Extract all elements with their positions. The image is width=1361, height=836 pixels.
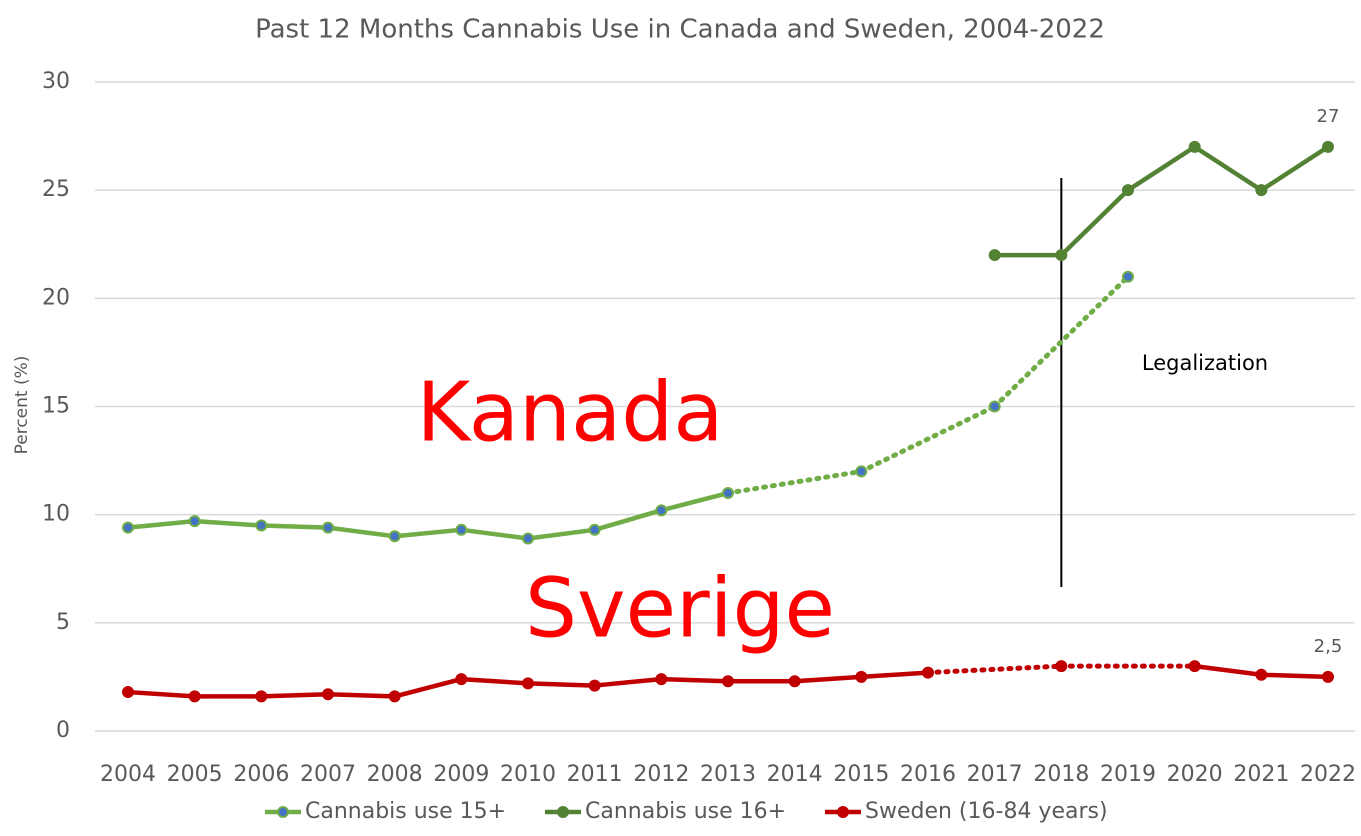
x-tick-label: 2013 bbox=[700, 762, 756, 787]
gap-bridge bbox=[725, 468, 864, 496]
data-point bbox=[388, 530, 401, 543]
x-tick-label: 2014 bbox=[767, 762, 823, 787]
legend-label: Sweden (16-84 years) bbox=[865, 799, 1108, 824]
x-tick-label: 2017 bbox=[967, 762, 1023, 787]
data-point bbox=[588, 523, 601, 536]
data-point bbox=[522, 677, 534, 690]
legend-label: Cannabis use 15+ bbox=[305, 799, 506, 824]
x-tick-label: 2021 bbox=[1233, 762, 1289, 787]
x-tick-label: 2005 bbox=[167, 762, 223, 787]
data-point bbox=[855, 670, 868, 683]
data-point bbox=[255, 690, 268, 703]
data-point bbox=[255, 519, 268, 532]
chart-title: Past 12 Months Cannabis Use in Canada an… bbox=[255, 15, 1105, 45]
data-point bbox=[522, 532, 534, 545]
data-point bbox=[322, 688, 334, 701]
x-tick-label: 2022 bbox=[1300, 762, 1356, 787]
gap-bridge bbox=[925, 663, 1064, 676]
x-tick-label: 2015 bbox=[833, 762, 889, 787]
data-point bbox=[1055, 249, 1068, 262]
data-point bbox=[122, 521, 134, 534]
data-point bbox=[722, 675, 734, 688]
data-point bbox=[322, 521, 334, 534]
gap-bridge bbox=[992, 274, 1131, 409]
data-point bbox=[188, 515, 201, 528]
data-point bbox=[1322, 140, 1334, 153]
data-point bbox=[1122, 270, 1134, 283]
data-point bbox=[188, 690, 201, 703]
x-tick-label: 2012 bbox=[633, 762, 689, 787]
overlay-text: Sverige bbox=[525, 561, 835, 656]
y-tick-label: 0 bbox=[56, 718, 70, 743]
data-label: 2,5 bbox=[1314, 636, 1343, 657]
x-tick-label: 2019 bbox=[1100, 762, 1156, 787]
data-point bbox=[1255, 184, 1268, 197]
x-tick-label: 2007 bbox=[300, 762, 356, 787]
data-point bbox=[655, 673, 668, 686]
y-axis-label: Percent (%) bbox=[12, 356, 32, 455]
x-tick-label: 2004 bbox=[100, 762, 156, 787]
data-label: 27 bbox=[1317, 106, 1340, 127]
legalization-label: Legalization bbox=[1142, 351, 1268, 375]
y-tick-label: 25 bbox=[42, 177, 70, 202]
y-tick-label: 10 bbox=[42, 502, 70, 527]
data-point bbox=[922, 666, 934, 679]
y-tick-label: 5 bbox=[56, 610, 70, 635]
legend-marker bbox=[277, 806, 289, 818]
gap-bridge bbox=[858, 404, 998, 474]
y-tick-label: 30 bbox=[42, 69, 70, 94]
data-point bbox=[122, 686, 134, 699]
legend-marker bbox=[837, 806, 849, 818]
y-tick-label: 15 bbox=[42, 394, 70, 419]
data-point bbox=[1188, 660, 1201, 673]
y-tick-label: 20 bbox=[42, 285, 70, 310]
data-point bbox=[588, 679, 601, 692]
x-tick-label: 2016 bbox=[900, 762, 956, 787]
overlay-text: Kanada bbox=[416, 365, 723, 460]
x-tick-label: 2006 bbox=[233, 762, 289, 787]
data-point bbox=[988, 249, 1001, 262]
x-tick-label: 2018 bbox=[1033, 762, 1089, 787]
data-point bbox=[855, 465, 868, 478]
series-line bbox=[994, 144, 1330, 258]
data-point bbox=[1188, 140, 1201, 153]
data-point bbox=[988, 400, 1001, 413]
data-point bbox=[455, 673, 468, 686]
legend-marker bbox=[557, 806, 569, 818]
x-tick-label: 2009 bbox=[433, 762, 489, 787]
data-point bbox=[655, 504, 668, 517]
x-tick-label: 2010 bbox=[500, 762, 556, 787]
data-point bbox=[788, 675, 801, 688]
data-point bbox=[1255, 668, 1268, 681]
data-point bbox=[388, 690, 401, 703]
x-tick-label: 2020 bbox=[1167, 762, 1223, 787]
x-tick-label: 2008 bbox=[367, 762, 423, 787]
x-tick-label: 2011 bbox=[567, 762, 623, 787]
series-line bbox=[127, 490, 729, 541]
data-point bbox=[1122, 184, 1134, 197]
legend-label: Cannabis use 16+ bbox=[585, 799, 786, 824]
data-point bbox=[455, 523, 468, 536]
data-point bbox=[1055, 660, 1068, 673]
data-point bbox=[1322, 670, 1334, 683]
data-point bbox=[722, 487, 734, 500]
